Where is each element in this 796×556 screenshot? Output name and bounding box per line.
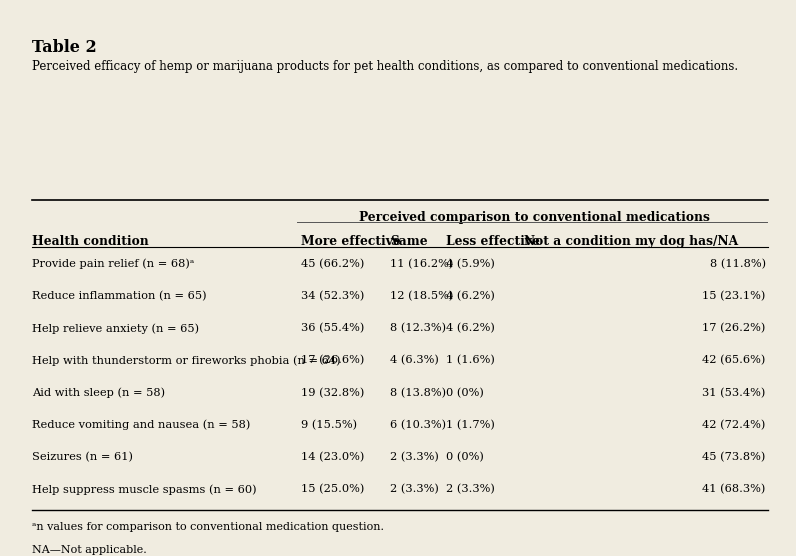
Text: 12 (18.5%): 12 (18.5%): [390, 291, 454, 301]
Text: Same: Same: [390, 235, 427, 247]
Text: 19 (32.8%): 19 (32.8%): [301, 388, 365, 398]
Text: 36 (55.4%): 36 (55.4%): [301, 323, 365, 334]
Text: Not a condition my dog has/NA: Not a condition my dog has/NA: [524, 235, 738, 247]
Text: 0 (0%): 0 (0%): [446, 452, 484, 463]
Text: 1 (1.6%): 1 (1.6%): [446, 355, 494, 366]
Text: 6 (10.3%): 6 (10.3%): [390, 420, 447, 430]
Text: Health condition: Health condition: [32, 235, 149, 247]
Text: 31 (53.4%): 31 (53.4%): [702, 388, 766, 398]
Text: 34 (52.3%): 34 (52.3%): [301, 291, 365, 301]
Text: Seizures (n = 61): Seizures (n = 61): [32, 452, 133, 463]
Text: 14 (23.0%): 14 (23.0%): [301, 452, 365, 463]
Text: Less effective: Less effective: [446, 235, 540, 247]
Text: Table 2: Table 2: [32, 39, 96, 56]
Text: NA—Not applicable.: NA—Not applicable.: [32, 545, 146, 555]
Text: 8 (13.8%): 8 (13.8%): [390, 388, 447, 398]
Text: 17 (26.6%): 17 (26.6%): [301, 355, 365, 366]
Text: 8 (11.8%): 8 (11.8%): [709, 259, 766, 269]
Text: 2 (3.3%): 2 (3.3%): [390, 484, 439, 495]
Text: 2 (3.3%): 2 (3.3%): [390, 452, 439, 463]
Text: 9 (15.5%): 9 (15.5%): [301, 420, 357, 430]
Text: 8 (12.3%): 8 (12.3%): [390, 323, 447, 334]
Text: 2 (3.3%): 2 (3.3%): [446, 484, 494, 495]
Text: 4 (6.2%): 4 (6.2%): [446, 291, 494, 301]
Text: Help with thunderstorm or fireworks phobia (n = 64): Help with thunderstorm or fireworks phob…: [32, 355, 341, 366]
Text: Aid with sleep (n = 58): Aid with sleep (n = 58): [32, 388, 165, 398]
Text: Help suppress muscle spasms (n = 60): Help suppress muscle spasms (n = 60): [32, 484, 256, 495]
Text: 41 (68.3%): 41 (68.3%): [702, 484, 766, 495]
Text: 42 (72.4%): 42 (72.4%): [702, 420, 766, 430]
Text: 1 (1.7%): 1 (1.7%): [446, 420, 494, 430]
Text: Perceived comparison to conventional medications: Perceived comparison to conventional med…: [359, 211, 710, 224]
Text: 42 (65.6%): 42 (65.6%): [702, 355, 766, 366]
Text: 11 (16.2%): 11 (16.2%): [390, 259, 454, 269]
Text: More effective: More effective: [301, 235, 400, 247]
Text: 0 (0%): 0 (0%): [446, 388, 484, 398]
Text: 45 (66.2%): 45 (66.2%): [301, 259, 365, 269]
Text: Help relieve anxiety (n = 65): Help relieve anxiety (n = 65): [32, 323, 199, 334]
Text: 4 (6.3%): 4 (6.3%): [390, 355, 439, 366]
Text: 15 (25.0%): 15 (25.0%): [301, 484, 365, 495]
Text: Perceived efficacy of hemp or marijuana products for pet health conditions, as c: Perceived efficacy of hemp or marijuana …: [32, 60, 738, 73]
Text: 45 (73.8%): 45 (73.8%): [702, 452, 766, 463]
Text: Reduce vomiting and nausea (n = 58): Reduce vomiting and nausea (n = 58): [32, 420, 250, 430]
Text: Provide pain relief (n = 68)ᵃ: Provide pain relief (n = 68)ᵃ: [32, 259, 194, 269]
Text: 4 (5.9%): 4 (5.9%): [446, 259, 494, 269]
Text: 4 (6.2%): 4 (6.2%): [446, 323, 494, 334]
Text: ᵃn values for comparison to conventional medication question.: ᵃn values for comparison to conventional…: [32, 522, 384, 532]
Text: Reduce inflammation (n = 65): Reduce inflammation (n = 65): [32, 291, 206, 301]
Text: 15 (23.1%): 15 (23.1%): [702, 291, 766, 301]
Text: 17 (26.2%): 17 (26.2%): [702, 323, 766, 334]
